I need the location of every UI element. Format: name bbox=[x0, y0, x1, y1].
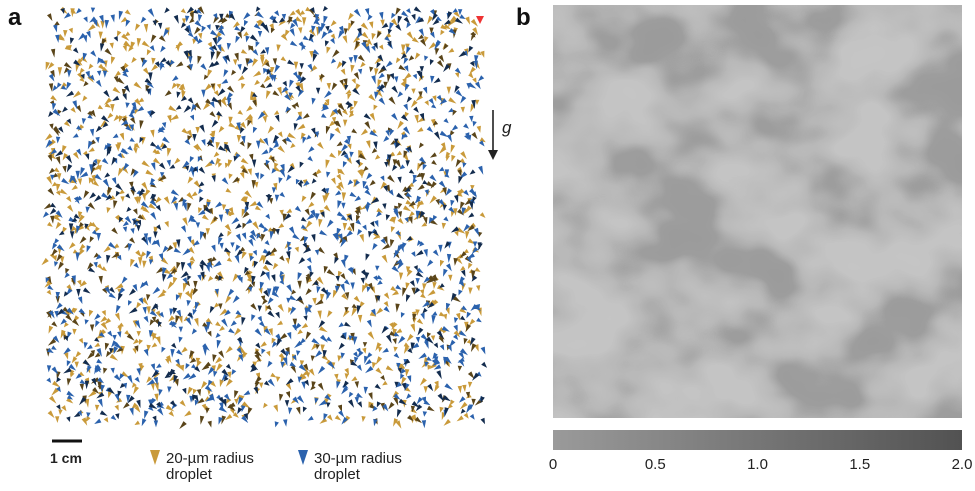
colorbar-tick-label: 1.5 bbox=[849, 456, 871, 473]
panel-label: a bbox=[8, 4, 22, 31]
colorbar-tick-label: 0 bbox=[548, 456, 558, 473]
colorbar-tick-label: 2.0 bbox=[951, 456, 973, 473]
legend-label: 20-µm radius droplet bbox=[166, 450, 254, 483]
droplet-field bbox=[41, 5, 488, 430]
scale-label: 1 cm bbox=[50, 450, 82, 466]
colorbar-tick-label: 1.0 bbox=[747, 456, 768, 473]
colorbar-tick-label: 0.5 bbox=[644, 456, 666, 473]
legend-marker bbox=[150, 450, 160, 465]
gravity-label: g bbox=[502, 118, 512, 137]
gravity-arrow-head bbox=[488, 150, 498, 160]
legend-label: 30-µm radius droplet bbox=[314, 450, 402, 483]
colorbar bbox=[553, 430, 962, 450]
panel-label: b bbox=[516, 4, 531, 31]
marker-highlight bbox=[476, 16, 484, 24]
droplets bbox=[41, 6, 486, 429]
field-image bbox=[553, 5, 962, 418]
legend-marker bbox=[298, 450, 308, 465]
